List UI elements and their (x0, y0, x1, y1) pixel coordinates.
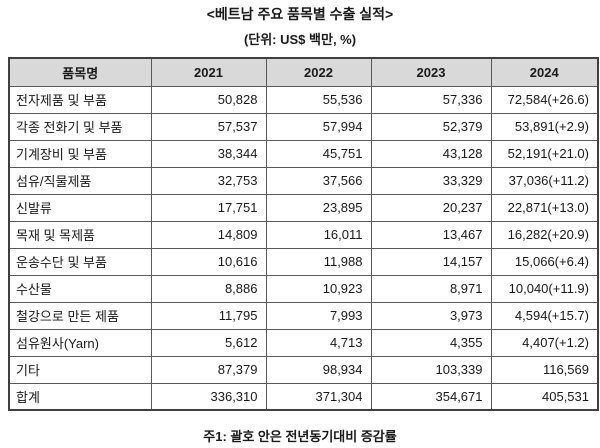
value-cell: 53,891(+2.9) (490, 112, 599, 141)
row-label: 합계 (8, 382, 152, 411)
value-cell: 20,237 (370, 193, 492, 222)
value-cell: 16,011 (265, 220, 372, 249)
table-row: 철강으로 만든 제품 11,795 7,993 3,973 4,594(+15.… (8, 301, 599, 330)
table-title: <베트남 주요 품목별 수출 실적> (206, 6, 394, 22)
table-row: 전자제품 및 부품 50,828 55,536 57,336 72,584(+2… (8, 85, 599, 114)
table-row: 운송수단 및 부품 10,616 11,988 14,157 15,066(+6… (8, 247, 599, 276)
header-row: 품목명 2021 2022 2023 2024 (8, 57, 599, 87)
value-cell: 52,379 (370, 112, 492, 141)
export-data-table: 품목명 2021 2022 2023 2024 전자제품 및 부품 50,828… (8, 57, 599, 411)
row-label: 수산물 (8, 274, 152, 303)
value-cell: 11,795 (150, 301, 267, 330)
table-row: 섬유원사(Yarn) 5,612 4,713 4,355 4,407(+1.2) (8, 328, 599, 357)
row-label: 기타 (8, 355, 152, 384)
value-cell: 10,616 (150, 247, 267, 276)
table-row: 섬유/직물제품 32,753 37,566 33,329 37,036(+11.… (8, 166, 599, 195)
value-cell: 55,536 (265, 85, 372, 114)
value-cell: 15,066(+6.4) (490, 247, 599, 276)
row-label: 기계장비 및 부품 (8, 139, 152, 168)
value-cell: 37,036(+11.2) (490, 166, 599, 195)
table-row: 목재 및 목제품 14,809 16,011 13,467 16,282(+20… (8, 220, 599, 249)
value-cell: 4,713 (265, 328, 372, 357)
value-cell: 8,971 (370, 274, 492, 303)
row-label: 목재 및 목제품 (8, 220, 152, 249)
value-cell: 57,537 (150, 112, 267, 141)
value-cell: 43,128 (370, 139, 492, 168)
value-cell: 57,336 (370, 85, 492, 114)
value-cell: 4,594(+15.7) (490, 301, 599, 330)
value-cell: 17,751 (150, 193, 267, 222)
value-cell: 14,157 (370, 247, 492, 276)
value-cell: 4,355 (370, 328, 492, 357)
col-header-item: 품목명 (8, 57, 152, 87)
value-cell: 33,329 (370, 166, 492, 195)
row-label: 섬유원사(Yarn) (8, 328, 152, 357)
col-header-2023: 2023 (370, 57, 492, 87)
value-cell: 87,379 (150, 355, 267, 384)
value-cell: 32,753 (150, 166, 267, 195)
table-row: 수산물 8,886 10,923 8,971 10,040(+11.9) (8, 274, 599, 303)
value-cell: 52,191(+21.0) (490, 139, 599, 168)
value-cell: 405,531 (490, 382, 599, 411)
table-row: 신발류 17,751 23,895 20,237 22,871(+13.0) (8, 193, 599, 222)
value-cell: 10,923 (265, 274, 372, 303)
value-cell: 72,584(+26.6) (490, 85, 599, 114)
col-header-2021: 2021 (150, 57, 267, 87)
value-cell: 8,886 (150, 274, 267, 303)
row-label: 각종 전화기 및 부품 (8, 112, 152, 141)
col-header-2024: 2024 (490, 57, 599, 87)
col-header-2022: 2022 (265, 57, 372, 87)
value-cell: 116,569 (490, 355, 599, 384)
value-cell: 16,282(+20.9) (490, 220, 599, 249)
value-cell: 37,566 (265, 166, 372, 195)
table-row-total: 합계 336,310 371,304 354,671 405,531 (8, 382, 599, 411)
value-cell: 23,895 (265, 193, 372, 222)
row-label: 철강으로 만든 제품 (8, 301, 152, 330)
value-cell: 45,751 (265, 139, 372, 168)
value-cell: 11,988 (265, 247, 372, 276)
value-cell: 7,993 (265, 301, 372, 330)
value-cell: 13,467 (370, 220, 492, 249)
value-cell: 4,407(+1.2) (490, 328, 599, 357)
value-cell: 98,934 (265, 355, 372, 384)
value-cell: 10,040(+11.9) (490, 274, 599, 303)
value-cell: 57,994 (265, 112, 372, 141)
value-cell: 14,809 (150, 220, 267, 249)
row-label: 운송수단 및 부품 (8, 247, 152, 276)
row-label: 섬유/직물제품 (8, 166, 152, 195)
value-cell: 336,310 (150, 382, 267, 411)
unit-note: (단위: US$ 백만, %) (243, 32, 357, 47)
value-cell: 38,344 (150, 139, 267, 168)
value-cell: 5,612 (150, 328, 267, 357)
table-row: 기계장비 및 부품 38,344 45,751 43,128 52,191(+2… (8, 139, 599, 168)
value-cell: 50,828 (150, 85, 267, 114)
value-cell: 354,671 (370, 382, 492, 411)
value-cell: 3,973 (370, 301, 492, 330)
row-label: 신발류 (8, 193, 152, 222)
value-cell: 22,871(+13.0) (490, 193, 599, 222)
table-row: 각종 전화기 및 부품 57,537 57,994 52,379 53,891(… (8, 112, 599, 141)
footnote: 주1: 괄호 안은 전년동기대비 증감률 (203, 429, 397, 444)
value-cell: 371,304 (265, 382, 372, 411)
value-cell: 103,339 (370, 355, 492, 384)
row-label: 전자제품 및 부품 (8, 85, 152, 114)
table-row: 기타 87,379 98,934 103,339 116,569 (8, 355, 599, 384)
